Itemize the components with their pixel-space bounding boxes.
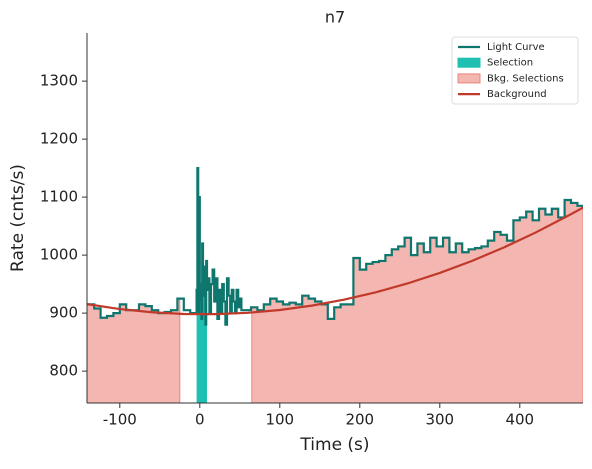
y-axis-label: Rate (cnts/s) (8, 164, 28, 272)
x-tick-label: 400 (505, 411, 534, 429)
y-tick-label: 800 (49, 362, 78, 380)
x-tick-label: -100 (103, 411, 137, 429)
light-curve (87, 167, 583, 326)
y-tick-label: 1100 (40, 188, 78, 206)
legend-swatch (457, 73, 481, 84)
legend-label: Light Curve (487, 42, 545, 53)
y-tick-label: 1200 (40, 130, 78, 148)
legend-swatch (457, 57, 481, 68)
x-tick-label: 0 (195, 411, 205, 429)
x-tick-label: 100 (265, 411, 294, 429)
x-tick-label: 200 (345, 411, 374, 429)
background-line (87, 206, 583, 316)
x-tick-label: 300 (425, 411, 454, 429)
y-tick-label: 1300 (40, 72, 78, 90)
legend-label: Selection (487, 58, 533, 69)
y-tick-label: 1000 (40, 246, 78, 264)
legend-box (451, 36, 579, 105)
y-tick-label: 900 (49, 304, 78, 322)
legend-label: Bkg. Selections (487, 73, 564, 84)
x-axis-label: Time (s) (299, 435, 369, 455)
legend-label: Background (487, 89, 547, 100)
chart-title: n7 (325, 8, 345, 27)
